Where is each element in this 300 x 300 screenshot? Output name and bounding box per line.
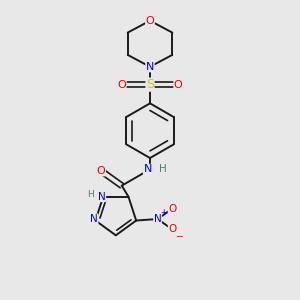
Text: O: O (146, 16, 154, 26)
Text: O: O (168, 204, 177, 214)
Text: S: S (146, 78, 154, 91)
Text: O: O (117, 80, 126, 90)
Text: H: H (87, 190, 94, 199)
Text: N: N (90, 214, 98, 224)
Text: O: O (168, 224, 177, 234)
Text: O: O (174, 80, 183, 90)
Text: N: N (146, 62, 154, 72)
Text: O: O (97, 166, 105, 176)
Text: N: N (143, 164, 152, 174)
Text: +: + (160, 208, 167, 217)
Text: N: N (98, 192, 106, 202)
Text: N: N (154, 214, 161, 224)
Text: −: − (175, 231, 182, 240)
Text: H: H (159, 164, 167, 174)
